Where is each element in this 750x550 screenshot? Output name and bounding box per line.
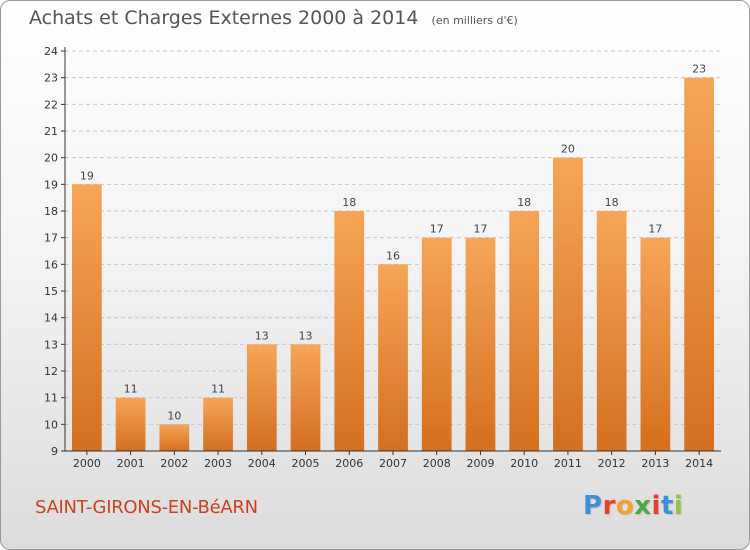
y-tick-label: 9: [51, 445, 58, 458]
data-label: 17: [430, 223, 444, 236]
data-label: 16: [386, 249, 400, 262]
y-tick-label: 19: [44, 178, 58, 191]
y-tick-label: 17: [44, 232, 58, 245]
data-label: 23: [692, 63, 706, 76]
bar: [203, 397, 233, 451]
bar: [159, 424, 190, 451]
x-tick-label: 2001: [117, 457, 145, 470]
bar: [290, 344, 321, 451]
logo-letter: o: [615, 491, 635, 521]
x-tick-label: 2006: [335, 457, 363, 470]
bar: [553, 157, 583, 451]
data-label: 19: [80, 169, 94, 182]
y-tick-label: 20: [44, 152, 58, 165]
y-tick-label: 14: [44, 312, 58, 325]
y-tick-label: 11: [44, 392, 58, 405]
bar: [115, 397, 146, 451]
data-label: 18: [517, 196, 531, 209]
x-tick-label: 2012: [598, 457, 626, 470]
data-label: 17: [473, 223, 487, 236]
y-tick-label: 18: [44, 205, 58, 218]
bar: [465, 237, 496, 451]
bar: [71, 184, 102, 452]
bar: [684, 77, 715, 452]
x-tick-label: 2008: [423, 457, 451, 470]
x-tick-label: 2013: [641, 457, 669, 470]
logo-letter: i: [673, 491, 684, 521]
bar: [334, 211, 365, 451]
data-label: 18: [342, 196, 356, 209]
x-tick-label: 2007: [379, 457, 407, 470]
data-label: 20: [561, 143, 575, 156]
y-tick-label: 16: [44, 258, 58, 271]
logo-letter: x: [634, 491, 652, 521]
axes: 9 10 11 12 13 14 15 16 17 18 19 20 21 22 23 24 2000 2001 2…: [44, 45, 721, 470]
x-tick-label: 2005: [292, 457, 320, 470]
y-tick-label: 10: [44, 418, 58, 431]
data-label: 11: [124, 383, 138, 396]
bar: [596, 211, 627, 451]
proxiti-logo[interactable]: Proxiti: [583, 491, 683, 521]
bar: [421, 237, 452, 451]
bars: [71, 77, 715, 452]
bar: [640, 237, 671, 451]
x-tick-label: 2004: [248, 457, 276, 470]
logo-letter: i: [651, 491, 661, 521]
commune-name: SAINT-GIRONS-EN-BéARN: [35, 497, 258, 518]
y-tick-label: 22: [44, 98, 58, 111]
x-tick-label: 2009: [466, 457, 494, 470]
chart-unit: (en milliers d'€): [431, 14, 518, 27]
y-tick-label: 23: [44, 72, 58, 85]
x-tick-label: 2014: [685, 457, 713, 470]
data-label: 10: [167, 409, 181, 422]
x-tick-label: 2000: [73, 457, 101, 470]
bar: [509, 211, 540, 451]
data-label: 13: [299, 329, 313, 342]
x-tick-label: 2010: [510, 457, 538, 470]
y-tick-label: 21: [44, 125, 58, 138]
logo-letter: r: [602, 491, 616, 521]
data-label: 18: [605, 196, 619, 209]
x-tick-label: 2002: [160, 457, 188, 470]
data-labels: 19 11 10 11 13 13 18 16 17 17 18 20 18 17 23: [80, 63, 706, 423]
data-label: 17: [648, 223, 662, 236]
chart-title: Achats et Charges Externes 2000 à 2014: [29, 7, 419, 29]
logo-letter: t: [660, 491, 674, 521]
x-tick-label: 2003: [204, 457, 232, 470]
bar: [378, 264, 408, 451]
chart-header: Achats et Charges Externes 2000 à 2014 (…: [29, 7, 518, 29]
y-tick-label: 15: [44, 285, 58, 298]
y-tick-label: 12: [44, 365, 58, 378]
y-tick-label: 13: [44, 338, 58, 351]
y-tick-label: 24: [44, 45, 58, 58]
bar: [246, 344, 277, 451]
data-label: 13: [255, 329, 269, 342]
logo-letter: P: [583, 491, 603, 521]
data-label: 11: [211, 383, 225, 396]
x-tick-label: 2011: [554, 457, 582, 470]
